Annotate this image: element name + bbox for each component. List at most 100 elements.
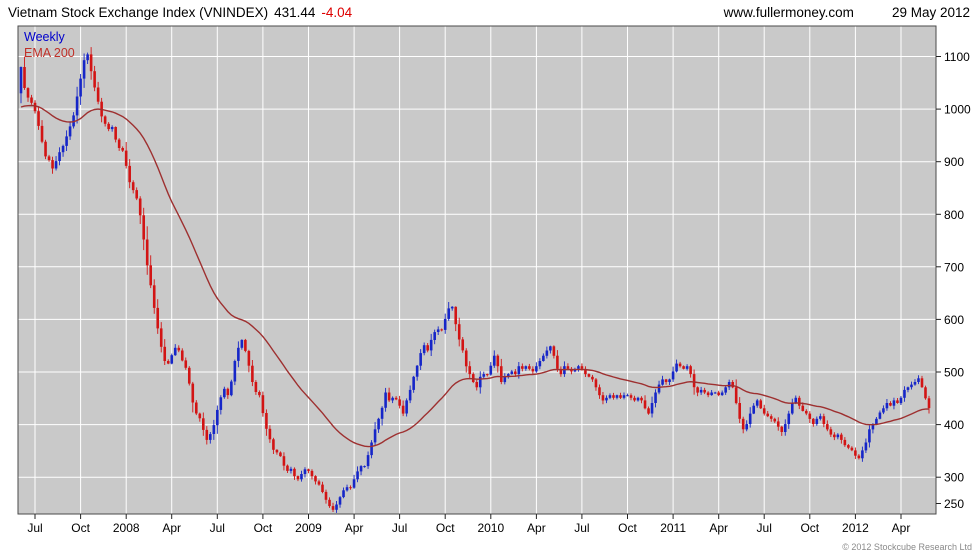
candle-body [875, 418, 878, 425]
candle-body [37, 111, 40, 126]
candle-body [668, 379, 671, 382]
candle-body [790, 403, 794, 414]
candle-body [233, 361, 237, 382]
x-axis-label: 2010 [477, 521, 504, 535]
x-axis-label: Oct [436, 521, 455, 535]
candle-body [731, 382, 734, 388]
plot-border [17, 25, 937, 515]
y-axis-label: 300 [944, 471, 964, 485]
candle-body [96, 87, 100, 102]
candle-body [415, 365, 419, 377]
candle-body [878, 412, 882, 419]
candle-body [23, 67, 26, 88]
candle-body [202, 418, 205, 430]
candle-body [678, 363, 682, 367]
candle-body [237, 347, 240, 361]
x-axis-label: 2009 [295, 521, 322, 535]
candle-body [545, 350, 549, 356]
candle-body [475, 382, 479, 388]
chart-header: Vietnam Stock Exchange Index (VNINDEX) 4… [8, 2, 970, 22]
candle-body [159, 328, 163, 347]
candle-body [279, 452, 282, 457]
candle-body [314, 476, 317, 482]
candle-body [426, 345, 429, 351]
candle-body [359, 466, 363, 472]
candle-body [296, 476, 300, 480]
candle-body [82, 60, 86, 79]
candle-body [528, 366, 531, 369]
candle-body [766, 413, 770, 417]
candle-body [170, 355, 174, 364]
candle-body [531, 368, 535, 372]
candle-body [244, 339, 247, 351]
candle-body [812, 418, 815, 425]
candle-body [307, 469, 310, 471]
x-axis-label: Jul [574, 521, 589, 535]
candle-body [72, 115, 75, 127]
candle-body [89, 54, 93, 72]
candle-body [913, 382, 917, 385]
candle-body [440, 329, 443, 331]
y-axis-label: 600 [944, 313, 964, 327]
candle-body [854, 450, 857, 456]
index-title: Vietnam Stock Exchange Index (VNINDEX) [8, 4, 269, 20]
candle-body [685, 366, 689, 369]
candle-body [861, 450, 864, 459]
y-axis-label: 250 [944, 497, 964, 511]
candle-body [166, 361, 170, 364]
candle-body [552, 346, 556, 356]
candle-body [833, 434, 836, 438]
plot-background [18, 26, 936, 514]
candle-body [580, 366, 584, 369]
candle-body [538, 361, 542, 367]
x-axis-label: Oct [800, 521, 819, 535]
y-axis-label: 1000 [944, 103, 971, 117]
candle-body [366, 455, 370, 467]
candle-body [889, 403, 892, 406]
candle-body [622, 395, 626, 398]
candle-body [468, 366, 472, 375]
candle-body [349, 487, 352, 489]
candle-body [177, 347, 181, 351]
candle-body [258, 392, 261, 396]
candle-body [61, 145, 65, 153]
candle-body [128, 165, 131, 183]
candle-body [499, 366, 503, 382]
candle-body [152, 285, 156, 308]
candle-body [521, 366, 524, 369]
candle-body [657, 384, 661, 393]
candle-body [471, 374, 475, 382]
candle-body [815, 418, 819, 425]
x-axis-label: Apr [527, 521, 546, 535]
candle-body [696, 387, 699, 393]
candle-body [661, 379, 664, 385]
candle-body [598, 387, 601, 396]
candle-body [79, 78, 82, 97]
candle-body [927, 398, 931, 409]
candle-body [850, 447, 854, 451]
candle-body [920, 378, 924, 388]
candle-body [727, 382, 731, 388]
candle-body [422, 345, 426, 354]
candle-body [601, 395, 605, 401]
candle-body [121, 148, 124, 151]
candle-body [797, 397, 801, 406]
candle-body [138, 198, 142, 216]
candle-body [408, 389, 412, 401]
candle-body [450, 306, 454, 309]
candle-body [293, 468, 296, 477]
candle-body [724, 387, 727, 393]
candle-body [33, 102, 37, 112]
index-last-value: 431.44 [274, 4, 316, 20]
candle-body [345, 487, 349, 491]
candle-body [808, 413, 812, 419]
candle-body [398, 399, 401, 406]
candle-body [331, 506, 335, 510]
candle-body [478, 376, 482, 388]
candle-body [401, 405, 405, 414]
candle-body [650, 403, 654, 414]
candle-body [780, 426, 784, 432]
candle-body [124, 150, 128, 166]
candle-body [594, 379, 598, 388]
candle-body [885, 403, 889, 409]
